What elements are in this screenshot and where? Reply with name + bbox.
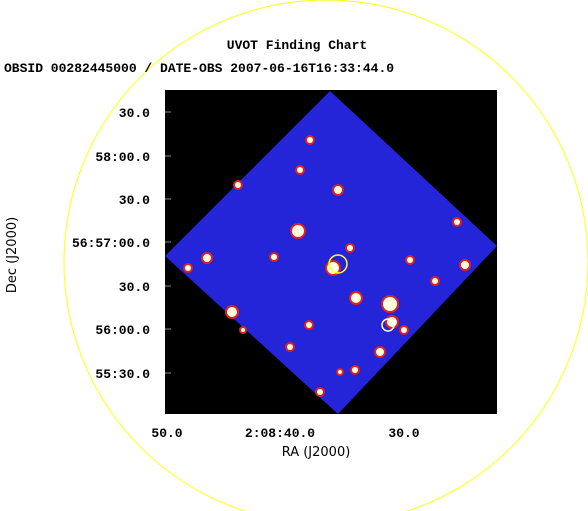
star bbox=[235, 182, 241, 188]
star bbox=[227, 307, 237, 317]
source-circle bbox=[381, 318, 395, 332]
y-tick-label: 30.0 bbox=[119, 106, 150, 121]
y-tick-label: 55:30.0 bbox=[95, 367, 150, 382]
star bbox=[271, 254, 277, 260]
field-circle bbox=[63, 0, 588, 511]
y-tick-label: 56:57:00.0 bbox=[72, 236, 150, 251]
star bbox=[334, 186, 342, 194]
star bbox=[352, 367, 358, 373]
star bbox=[407, 257, 413, 263]
star bbox=[432, 278, 438, 284]
x-axis-label: RA (J2000) bbox=[282, 445, 351, 460]
star bbox=[306, 322, 312, 328]
image-diamond bbox=[165, 91, 497, 414]
star bbox=[347, 245, 353, 251]
star bbox=[317, 389, 323, 395]
x-tick-label: 2:08:40.0 bbox=[245, 426, 315, 441]
star bbox=[307, 137, 313, 143]
star bbox=[297, 167, 303, 173]
star bbox=[327, 262, 339, 274]
subtitle: OBSID 00282445000 / DATE-OBS 2007-06-16T… bbox=[4, 61, 394, 76]
stars bbox=[183, 135, 471, 397]
star bbox=[185, 265, 191, 271]
star bbox=[241, 328, 245, 332]
title: UVOT Finding Chart bbox=[227, 38, 367, 53]
star bbox=[376, 348, 384, 356]
star bbox=[203, 254, 211, 262]
star bbox=[287, 344, 293, 350]
star bbox=[292, 225, 304, 237]
y-axis-label: Dec (J2000) bbox=[5, 217, 20, 293]
star bbox=[383, 297, 397, 311]
y-tick-label: 30.0 bbox=[119, 280, 150, 295]
target-circle bbox=[328, 254, 348, 274]
star bbox=[454, 219, 460, 225]
y-tick-label: 58:00.0 bbox=[95, 150, 150, 165]
star bbox=[338, 370, 342, 374]
star bbox=[351, 293, 361, 303]
star bbox=[461, 261, 469, 269]
x-tick-label: 30.0 bbox=[388, 426, 419, 441]
y-tick-label: 30.0 bbox=[119, 193, 150, 208]
star bbox=[401, 327, 407, 333]
y-tick-label: 56:00.0 bbox=[95, 323, 150, 338]
x-tick-label: 50.0 bbox=[151, 426, 182, 441]
